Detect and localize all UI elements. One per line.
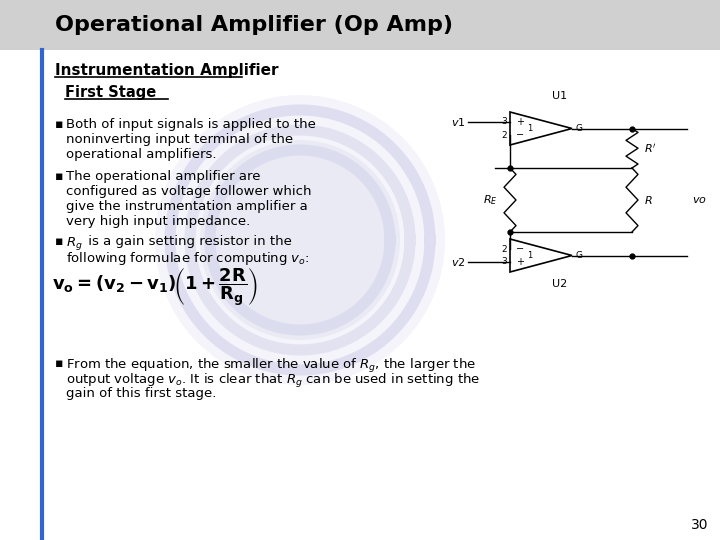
Text: First Stage: First Stage (65, 84, 156, 99)
Text: The operational amplifier are: The operational amplifier are (66, 170, 261, 183)
Text: G: G (575, 251, 582, 260)
Text: 30: 30 (690, 518, 708, 532)
Text: 3: 3 (501, 258, 507, 267)
Text: Instrumentation Amplifier: Instrumentation Amplifier (55, 63, 279, 78)
Text: $R'$: $R'$ (644, 141, 657, 155)
Text: following formulae for computing $v_o$:: following formulae for computing $v_o$: (66, 250, 310, 267)
Text: gain of this first stage.: gain of this first stage. (66, 387, 217, 400)
Text: $v2$: $v2$ (451, 256, 466, 268)
Text: −: − (516, 244, 524, 254)
Text: 1: 1 (527, 251, 533, 260)
Text: 2: 2 (501, 245, 507, 253)
Text: give the instrumentation amplifier a: give the instrumentation amplifier a (66, 200, 307, 213)
Text: $R_E$: $R_E$ (483, 193, 498, 207)
Circle shape (200, 140, 400, 340)
Text: U2: U2 (552, 279, 567, 289)
Text: 2: 2 (501, 131, 507, 139)
Text: Operational Amplifier (Op Amp): Operational Amplifier (Op Amp) (55, 15, 453, 35)
Text: $\mathbf{v_o = (v_2 - v_1)\!\left(1 + \dfrac{2R}{R_g}\right)}$: $\mathbf{v_o = (v_2 - v_1)\!\left(1 + \d… (52, 266, 258, 308)
Text: G: G (575, 124, 582, 133)
Text: 3: 3 (501, 118, 507, 126)
Text: −: − (516, 130, 524, 140)
Text: +: + (516, 117, 524, 127)
Text: $v1$: $v1$ (451, 116, 466, 128)
Text: ▪: ▪ (55, 170, 63, 183)
Text: +: + (516, 257, 524, 267)
Text: configured as voltage follower which: configured as voltage follower which (66, 185, 312, 198)
Text: ▪: ▪ (55, 357, 63, 370)
Circle shape (155, 95, 445, 385)
Text: ▪: ▪ (55, 118, 63, 131)
Text: noninverting input terminal of the: noninverting input terminal of the (66, 133, 293, 146)
Text: is a gain setting resistor in the: is a gain setting resistor in the (84, 235, 292, 248)
Text: operational amplifiers.: operational amplifiers. (66, 148, 217, 161)
Text: ▪: ▪ (55, 235, 63, 248)
FancyBboxPatch shape (0, 0, 720, 50)
Text: U1: U1 (552, 91, 567, 101)
Polygon shape (510, 112, 572, 145)
Text: Both of input signals is applied to the: Both of input signals is applied to the (66, 118, 316, 131)
Text: $vo$: $vo$ (692, 195, 707, 205)
Text: very high input impedance.: very high input impedance. (66, 215, 251, 228)
Text: 1: 1 (527, 124, 533, 133)
Text: $R_g$: $R_g$ (66, 235, 83, 252)
Polygon shape (510, 239, 572, 272)
Text: $R$: $R$ (644, 194, 652, 206)
Text: From the equation, the smaller the value of $R_g$, the larger the: From the equation, the smaller the value… (66, 357, 476, 375)
Text: output voltage $v_o$. It is clear that $R_g$ can be used in setting the: output voltage $v_o$. It is clear that $… (66, 372, 480, 390)
